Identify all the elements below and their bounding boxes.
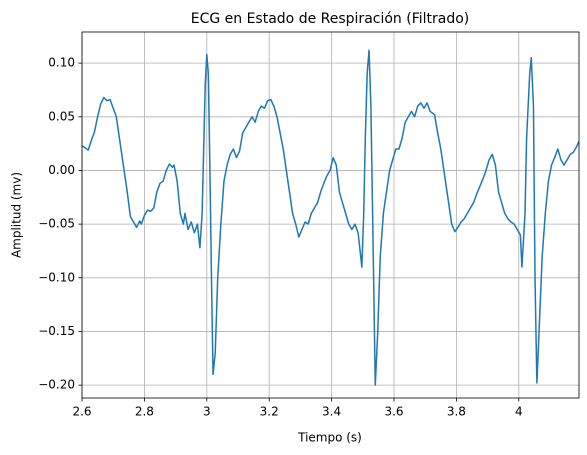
x-tick-label: 2.8 — [135, 405, 154, 419]
y-axis-label: Amplitud (mv) — [10, 172, 24, 258]
x-tick-label: 4 — [515, 405, 523, 419]
plot-frame — [81, 31, 580, 399]
y-tick-label: 0.10 — [48, 56, 75, 70]
x-tick-label: 3 — [203, 405, 211, 419]
chart-title: ECG en Estado de Respiración (Filtrado) — [191, 11, 470, 27]
y-tick-label: 0.05 — [48, 109, 75, 123]
y-tick-label: −0.05 — [38, 217, 75, 231]
y-tick-label: −0.20 — [38, 378, 75, 392]
x-tick-label: 2.6 — [72, 405, 91, 419]
y-tick-label: 0.00 — [48, 163, 75, 177]
data-line — [82, 49, 579, 386]
x-tick-label: 3.6 — [384, 405, 403, 419]
x-tick-label: 3.4 — [322, 405, 341, 419]
y-tick-label: −0.10 — [38, 270, 75, 284]
y-tick-label: −0.15 — [38, 324, 75, 338]
x-axis-label: Tiempo (s) — [297, 431, 362, 445]
x-tick-label: 3.8 — [447, 405, 466, 419]
x-tick-label: 3.2 — [260, 405, 279, 419]
